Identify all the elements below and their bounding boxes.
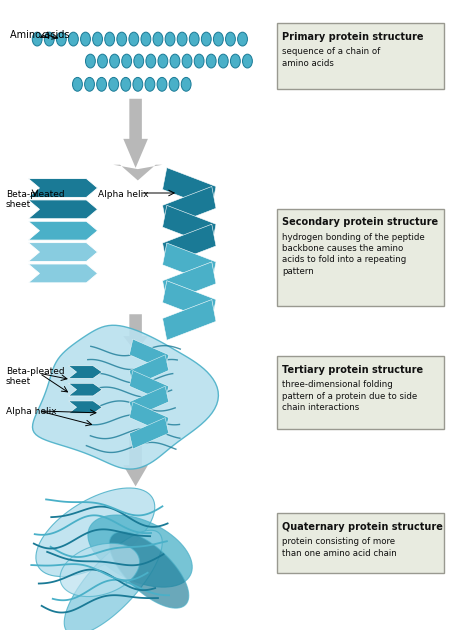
Circle shape [69, 32, 78, 46]
Polygon shape [163, 224, 216, 265]
Polygon shape [129, 386, 169, 418]
Polygon shape [109, 532, 189, 608]
Polygon shape [163, 168, 216, 208]
Polygon shape [163, 187, 216, 227]
Polygon shape [28, 264, 98, 283]
Polygon shape [129, 402, 169, 433]
Circle shape [237, 32, 247, 46]
Polygon shape [129, 355, 169, 386]
Circle shape [157, 78, 167, 91]
Circle shape [243, 54, 252, 68]
Circle shape [182, 54, 192, 68]
Circle shape [32, 32, 42, 46]
Circle shape [170, 54, 180, 68]
FancyBboxPatch shape [276, 514, 444, 573]
Text: sequence of a chain of
amino acids: sequence of a chain of amino acids [282, 47, 380, 68]
Circle shape [230, 54, 240, 68]
Circle shape [145, 78, 155, 91]
Circle shape [109, 78, 118, 91]
Circle shape [213, 32, 223, 46]
Circle shape [169, 78, 179, 91]
Text: hydrogen bonding of the peptide
backbone causes the amino
acids to fold into a r: hydrogen bonding of the peptide backbone… [282, 233, 425, 276]
Circle shape [109, 54, 119, 68]
Circle shape [189, 32, 199, 46]
Circle shape [45, 32, 54, 46]
Circle shape [56, 32, 66, 46]
Circle shape [177, 32, 187, 46]
Polygon shape [33, 325, 219, 469]
Circle shape [165, 32, 175, 46]
Circle shape [146, 54, 156, 68]
Circle shape [181, 78, 191, 91]
Circle shape [158, 54, 168, 68]
Polygon shape [163, 243, 216, 284]
Polygon shape [129, 370, 169, 402]
Polygon shape [88, 515, 192, 587]
Polygon shape [163, 262, 216, 302]
Text: three-dimensional folding
pattern of a protein due to side
chain interactions: three-dimensional folding pattern of a p… [282, 380, 417, 412]
FancyArrow shape [123, 99, 148, 168]
Polygon shape [163, 205, 216, 246]
Polygon shape [28, 243, 98, 261]
Circle shape [73, 78, 82, 91]
Circle shape [129, 32, 139, 46]
Text: Alpha helix: Alpha helix [6, 406, 56, 416]
Text: Tertiary protein structure: Tertiary protein structure [282, 365, 423, 375]
Polygon shape [36, 488, 155, 577]
Circle shape [85, 54, 95, 68]
FancyBboxPatch shape [276, 209, 444, 306]
FancyBboxPatch shape [276, 357, 444, 428]
FancyArrow shape [123, 436, 148, 487]
Circle shape [201, 32, 211, 46]
Circle shape [141, 32, 151, 46]
Circle shape [219, 54, 228, 68]
Polygon shape [28, 200, 98, 219]
FancyArrow shape [123, 314, 148, 352]
Polygon shape [69, 366, 102, 379]
Circle shape [117, 32, 127, 46]
Polygon shape [28, 179, 98, 198]
FancyBboxPatch shape [276, 23, 444, 90]
Polygon shape [129, 418, 169, 449]
Polygon shape [60, 543, 139, 596]
Text: Beta-pleated
sheet: Beta-pleated sheet [6, 190, 64, 209]
Polygon shape [102, 165, 173, 180]
Circle shape [97, 78, 107, 91]
Circle shape [84, 78, 94, 91]
Polygon shape [69, 401, 102, 413]
Polygon shape [64, 530, 162, 631]
Polygon shape [163, 281, 216, 321]
Text: Alpha helix: Alpha helix [98, 190, 148, 199]
Text: Quaternary protein structure: Quaternary protein structure [282, 522, 443, 532]
Circle shape [226, 32, 236, 46]
Circle shape [81, 32, 91, 46]
Circle shape [153, 32, 163, 46]
Circle shape [92, 32, 102, 46]
Text: Beta-pleated
sheet: Beta-pleated sheet [6, 367, 64, 386]
Text: protein consisting of more
than one amino acid chain: protein consisting of more than one amin… [282, 537, 397, 558]
Polygon shape [129, 339, 169, 370]
Circle shape [194, 54, 204, 68]
Text: Amino acids: Amino acids [10, 30, 70, 40]
Circle shape [121, 78, 131, 91]
Circle shape [134, 54, 144, 68]
Polygon shape [28, 221, 98, 240]
Circle shape [206, 54, 216, 68]
Circle shape [122, 54, 132, 68]
Polygon shape [163, 300, 216, 340]
Circle shape [105, 32, 115, 46]
Text: Primary protein structure: Primary protein structure [282, 32, 423, 42]
Text: Secondary protein structure: Secondary protein structure [282, 218, 438, 228]
Circle shape [98, 54, 108, 68]
Circle shape [133, 78, 143, 91]
Polygon shape [69, 384, 102, 396]
